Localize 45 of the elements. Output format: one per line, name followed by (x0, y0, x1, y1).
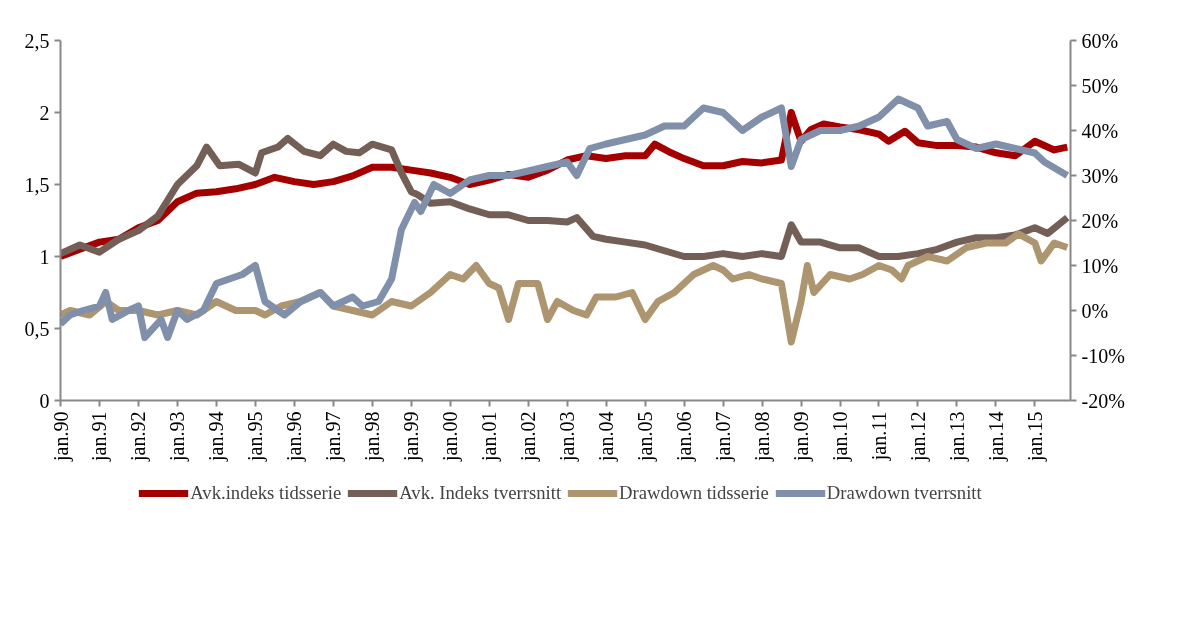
x-tick-label: jan.91 (88, 411, 112, 462)
x-tick-label: jan.96 (283, 411, 307, 462)
x-tick-label: jan.90 (49, 411, 73, 462)
x-tick-label: jan.12 (906, 411, 930, 462)
x-tick-label: jan.11 (867, 411, 891, 462)
y2-tick-label: 0% (1081, 299, 1109, 322)
y-tick-label: 1,5 (24, 173, 50, 196)
y-tick-label: 0 (39, 389, 50, 412)
y2-tick-label: 40% (1081, 119, 1119, 142)
y2-tick-label: 20% (1081, 209, 1119, 232)
legend-label: Avk.indeks tidsserie (190, 482, 342, 504)
x-tick-label: jan.13 (945, 411, 969, 462)
y2-tick-label: 10% (1081, 254, 1119, 277)
x-tick-label: jan.09 (790, 411, 814, 462)
x-tick-label: jan.01 (478, 411, 502, 462)
y2-tick-label: 50% (1081, 74, 1119, 97)
legend-label: Drawdown tverrsnitt (826, 482, 982, 504)
x-tick-label: jan.03 (556, 411, 580, 462)
x-tick-label: jan.93 (166, 411, 190, 462)
x-tick-label: jan.07 (712, 411, 736, 462)
x-tick-label: jan.14 (984, 411, 1008, 462)
y2-tick-label: 30% (1081, 164, 1119, 187)
x-tick-label: jan.92 (127, 411, 151, 462)
y2-tick-label: 60% (1081, 29, 1119, 52)
y-tick-label: 0,5 (24, 317, 50, 340)
x-tick-label: jan.08 (751, 411, 774, 462)
x-tick-label: jan.94 (205, 411, 229, 462)
x-tick-label: jan.97 (322, 411, 346, 462)
x-tick-label: jan.06 (673, 411, 697, 462)
y2-tick-label: -10% (1081, 344, 1125, 367)
y-tick-label: 2,5 (24, 29, 50, 52)
x-tick-label: jan.04 (595, 411, 619, 462)
x-tick-label: jan.02 (517, 411, 541, 462)
x-tick-label: jan.15 (1023, 411, 1047, 462)
x-tick-label: jan.05 (634, 411, 658, 462)
y-tick-label: 2 (39, 101, 50, 124)
legend-label: Drawdown tidsserie (619, 482, 769, 504)
x-tick-label: jan.10 (829, 411, 853, 462)
x-tick-label: jan.95 (244, 411, 268, 462)
x-tick-label: jan.99 (400, 411, 424, 462)
x-tick-label: jan.00 (439, 411, 463, 462)
y-tick-label: 1 (39, 245, 50, 268)
x-tick-label: jan.98 (361, 411, 385, 462)
y2-tick-label: -20% (1081, 389, 1125, 412)
legend-label: Avk. Indeks tverrsnitt (399, 482, 562, 504)
